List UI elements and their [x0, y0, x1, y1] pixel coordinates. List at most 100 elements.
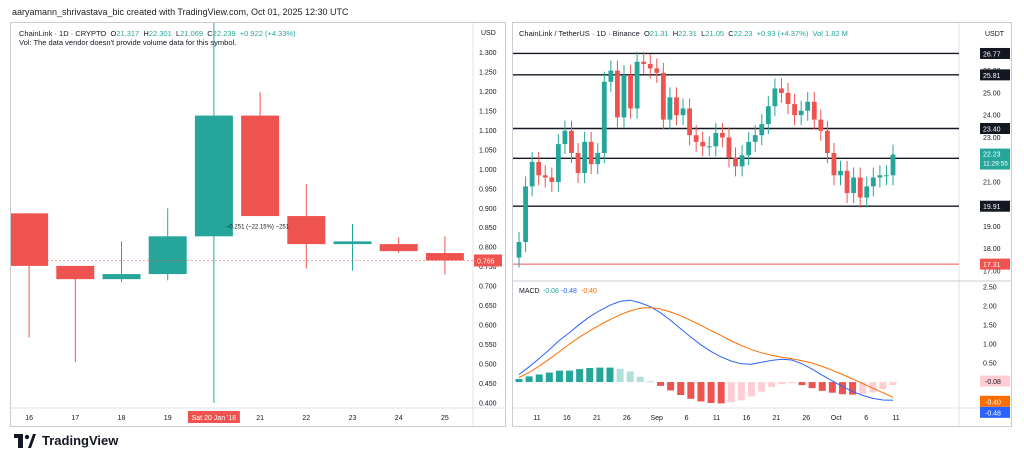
right-h-label: H [672, 29, 679, 38]
candle-body [529, 161, 535, 187]
candle-body [595, 153, 601, 165]
right-legend: ChainLink / TetherUS · 1D · Binance O21.… [519, 29, 848, 38]
price-tick-label: 1.200 [479, 89, 497, 96]
candle-body [818, 119, 824, 131]
date-tick-label: 11 [533, 415, 540, 422]
price-tick-label: 1.100 [479, 128, 497, 135]
right-candlestick-chart[interactable]: USDT26.0025.0024.0023.0022.0021.0020.001… [513, 23, 1011, 426]
level-tag-value: 19.91 [983, 204, 1001, 211]
macd-histogram-bar [535, 374, 543, 383]
right-chart-pane[interactable]: ChainLink / TetherUS · 1D · Binance O21.… [512, 22, 1012, 427]
candle-body [726, 137, 732, 158]
candle-body [759, 124, 765, 136]
macd-histogram-bar [707, 382, 715, 403]
macd-histogram-bar [586, 367, 594, 383]
macd-histogram-bar [525, 376, 533, 383]
price-tick-label: 18.00 [983, 246, 1001, 253]
macd-histogram-bar [758, 382, 766, 392]
price-tick-label: 0.650 [479, 303, 497, 310]
macd-value-1: -0.08 [543, 288, 559, 295]
macd-histogram-bar [616, 368, 624, 383]
date-tick-label: 11 [713, 415, 720, 422]
candle-body [765, 106, 771, 125]
left-c-label: C [207, 29, 213, 38]
measure-label: −0.251 (−22.15%) −251 [226, 225, 290, 231]
date-tick-label: 17 [71, 415, 79, 422]
macd-histogram-bar [768, 382, 776, 388]
price-tick-label: 25.00 [983, 90, 1001, 97]
macd-histogram-bar [818, 382, 826, 391]
candle-body [523, 186, 528, 243]
tradingview-brand[interactable]: TradingView [14, 433, 118, 448]
candle-body [831, 153, 837, 176]
macd-histogram-bar [697, 382, 705, 402]
date-tick-label: 22 [302, 415, 310, 422]
candle-body [542, 175, 548, 178]
macd-histogram-bar [737, 382, 745, 401]
macd-line [518, 299, 894, 401]
price-tick-label: 0.850 [479, 225, 497, 232]
left-chart-pane[interactable]: ChainLink · 1D · CRYPTO O21.317 H22.301 … [10, 22, 506, 427]
candle-body [713, 132, 719, 147]
left-h-label: H [143, 29, 149, 38]
candle-body [877, 175, 883, 178]
left-change: +0.922 (+4.33%) [239, 29, 296, 38]
currency-label: USD [481, 30, 496, 37]
candle-body [615, 70, 620, 118]
macd-histogram-bar [576, 369, 584, 383]
macd-histogram-bar [646, 381, 654, 383]
left-o-value: 21.317 [116, 29, 140, 38]
date-tick-label: 26 [623, 415, 631, 422]
level-tag-value: 23.40 [983, 127, 1001, 134]
macd-histogram-bar [788, 382, 796, 384]
macd-tick-label: 1.50 [983, 322, 997, 329]
right-vol: Vol 1.82 M [812, 29, 848, 38]
price-tick-label: 0.400 [479, 401, 497, 408]
macd-histogram-bar [859, 382, 867, 394]
active-date-tag [187, 411, 240, 423]
last-price-value: 0.766 [477, 258, 495, 265]
candle-body [536, 161, 542, 176]
right-symbol[interactable]: ChainLink / TetherUS · 1D · Binance [519, 29, 640, 38]
macd-histogram-bar [515, 379, 523, 383]
candle-body [870, 177, 876, 187]
candle-body [621, 75, 627, 118]
price-tick-label: 23.00 [983, 135, 1001, 142]
price-tick-label: 1.300 [479, 50, 497, 57]
date-tick-label: 23 [349, 415, 357, 422]
level-tag [980, 258, 1010, 270]
left-candlestick-chart[interactable]: USD 1.300 1.250 1.200 1.150 1.100 1.050 1.000 0.… [11, 23, 505, 426]
macd-histogram-bar [849, 382, 857, 395]
macd-tag [980, 375, 1010, 387]
right-h-value: 22.31 [678, 29, 697, 38]
date-tick-label: Sep [650, 415, 663, 422]
right-l-label: L [701, 29, 706, 38]
currency-label: USDT [985, 31, 1005, 38]
macd-histogram-bar [747, 382, 755, 397]
right-c-label: C [728, 29, 734, 38]
macd-tag [980, 395, 1010, 407]
right-o-value: 21.31 [649, 29, 669, 38]
date-tick-label: 19 [164, 415, 172, 422]
candle-body [11, 213, 49, 266]
candle-body [562, 130, 568, 145]
candle-body [333, 241, 372, 245]
candle-body [851, 177, 857, 194]
date-tick-label: Oct [831, 415, 842, 422]
level-tag [980, 69, 1010, 81]
candle-body [890, 154, 896, 176]
candle-body [805, 101, 811, 111]
candle-body [647, 63, 653, 69]
macd-tick-label: 2.50 [983, 284, 997, 291]
price-tick-label: 0.800 [479, 245, 497, 252]
candle-body [779, 88, 784, 93]
candle-body [379, 244, 418, 252]
candle-body [824, 130, 830, 153]
candle-body [555, 144, 561, 182]
candle-body [425, 253, 464, 261]
macd-histogram-bar [727, 382, 735, 403]
last-price-tag [474, 254, 502, 267]
left-symbol[interactable]: ChainLink · 1D · CRYPTO [19, 29, 107, 38]
candle-body [601, 81, 607, 153]
level-tag-value: 26.77 [983, 51, 1001, 58]
